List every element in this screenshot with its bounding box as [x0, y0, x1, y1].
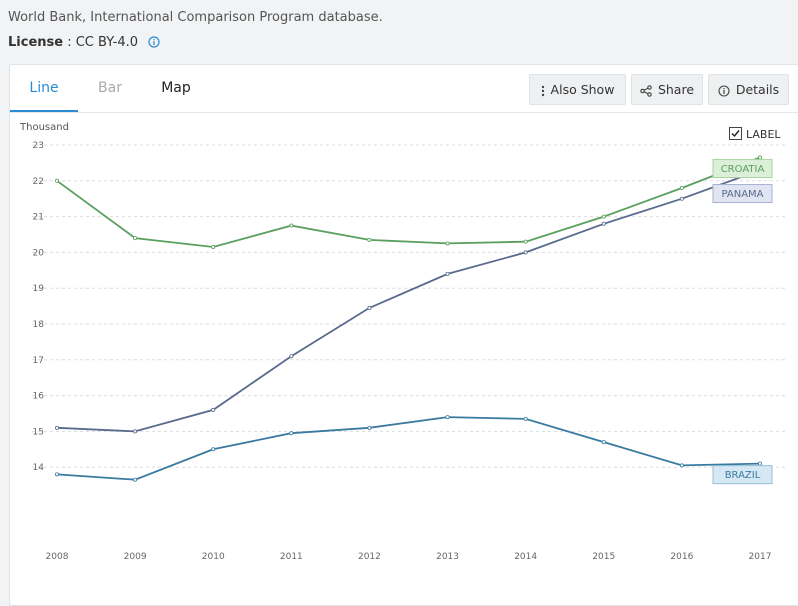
series-label-box [712, 159, 773, 179]
also-show-label: Also Show [550, 82, 615, 97]
x-tick-label: 2011 [280, 552, 303, 562]
data-point [758, 461, 763, 466]
data-point [211, 447, 216, 452]
series-line [56, 169, 761, 433]
data-point [367, 305, 372, 310]
data-point [55, 178, 60, 183]
y-tick-label: 14 [33, 463, 45, 473]
data-point [133, 236, 138, 241]
series-line [56, 156, 761, 248]
share-icon [640, 78, 652, 107]
source-text: World Bank, International Comparison Pro… [8, 10, 383, 25]
data-point [601, 221, 606, 226]
x-tick-label: 2016 [670, 552, 693, 562]
data-point [211, 407, 216, 412]
label-checkbox[interactable] [729, 127, 742, 140]
data-point [679, 196, 684, 201]
x-tick-label: 2012 [358, 552, 381, 562]
checkmark-icon [731, 130, 740, 138]
data-point [367, 425, 372, 430]
tab-bar[interactable]: Bar [98, 80, 122, 96]
license-line: License : CC BY-4.0 [8, 35, 160, 52]
share-label: Share [657, 82, 695, 97]
y-tick-label: 19 [33, 284, 45, 294]
chart-panel: Line Bar Map Also Show Share Details Tho… [9, 64, 798, 606]
data-point [289, 354, 294, 359]
series-label: BRAZIL [725, 470, 761, 481]
info-circle-icon [718, 78, 730, 107]
data-point [679, 463, 684, 468]
data-point [601, 440, 606, 445]
data-point [289, 223, 294, 228]
vertical-dots-icon [541, 78, 545, 107]
license-separator: : [63, 35, 76, 50]
y-tick-label: 22 [33, 177, 44, 187]
x-tick-label: 2010 [202, 552, 225, 562]
data-point [55, 472, 60, 477]
y-axis-unit-label: Thousand [20, 122, 69, 133]
y-tick-label: 17 [33, 356, 44, 366]
details-button[interactable]: Details [708, 74, 789, 105]
x-tick-label: 2014 [514, 552, 537, 562]
data-point [211, 245, 216, 250]
y-tick-label: 16 [33, 392, 45, 402]
details-label: Details [735, 82, 780, 97]
x-tick-label: 2017 [749, 552, 772, 562]
data-point [445, 415, 450, 420]
data-point [55, 425, 60, 430]
series-label: PANAMA [721, 189, 763, 200]
x-tick-label: 2008 [46, 552, 69, 562]
data-point [679, 185, 684, 190]
share-button[interactable]: Share [631, 74, 703, 105]
data-point [133, 477, 138, 482]
data-point [133, 429, 138, 434]
series-line [56, 416, 761, 481]
tab-map[interactable]: Map [161, 80, 191, 96]
license-label: License [8, 35, 64, 50]
data-point [601, 214, 606, 219]
y-tick-label: 18 [33, 320, 45, 330]
x-tick-label: 2013 [436, 552, 459, 562]
data-point [289, 431, 294, 436]
chart-tabs: Line Bar Map Also Show Share Details [10, 65, 798, 113]
line-chart: 14 15 16 17 18 19 20 21 22 23 2008 2009 2010 2011 2012… [32, 141, 786, 562]
x-tick-label: 2009 [124, 552, 147, 562]
license-value: CC BY-4.0 [75, 35, 138, 50]
x-tick-label: 2015 [592, 552, 615, 562]
y-tick-label: 21 [33, 213, 44, 223]
label-toggle[interactable]: LABEL [729, 127, 781, 141]
series-label-box [712, 465, 773, 485]
series-label: CROATIA [721, 164, 765, 175]
data-point [523, 239, 528, 244]
y-tick-label: 20 [33, 248, 45, 258]
also-show-button[interactable]: Also Show [529, 74, 626, 105]
tab-line[interactable]: Line [10, 65, 78, 112]
data-point [445, 241, 450, 246]
data-point [523, 416, 528, 421]
info-icon[interactable] [148, 36, 160, 52]
data-point [367, 237, 372, 242]
y-tick-label: 15 [33, 427, 44, 437]
series-label-box [712, 184, 773, 204]
y-tick-label: 23 [33, 141, 44, 151]
label-toggle-text: LABEL [746, 128, 781, 141]
data-point [523, 250, 528, 255]
data-point [758, 155, 763, 160]
data-point [445, 271, 450, 276]
